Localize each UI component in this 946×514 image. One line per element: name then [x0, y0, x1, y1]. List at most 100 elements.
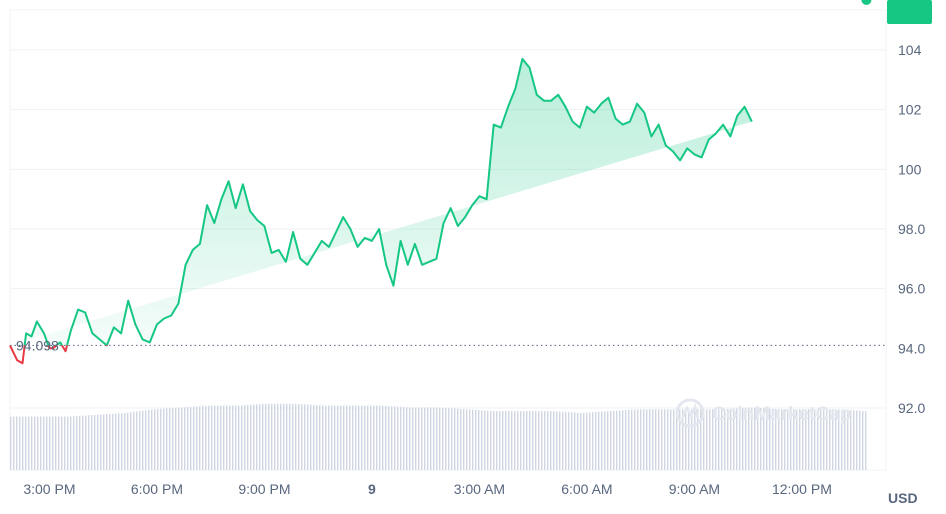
- volume-bar: [97, 414, 99, 470]
- volume-bar: [331, 405, 333, 470]
- volume-bar: [796, 409, 798, 470]
- volume-bar: [472, 409, 474, 470]
- volume-bar: [229, 405, 231, 470]
- volume-bar: [343, 405, 345, 470]
- volume-bar: [439, 407, 441, 470]
- volume-bar: [22, 416, 24, 470]
- volume-bar: [454, 408, 456, 470]
- volume-bar: [274, 403, 276, 470]
- volume-bar: [154, 409, 156, 470]
- volume-bar: [646, 409, 648, 470]
- volume-bar: [199, 406, 201, 470]
- volume-bar: [55, 416, 57, 470]
- volume-bar: [145, 410, 147, 470]
- volume-bar: [715, 409, 717, 470]
- volume-bar: [406, 407, 408, 470]
- volume-bar: [649, 409, 651, 470]
- volume-bar: [457, 408, 459, 470]
- volume-bar: [745, 407, 747, 470]
- volume-bar: [727, 408, 729, 470]
- volume-bar: [631, 409, 633, 470]
- volume-bar: [502, 411, 504, 470]
- volume-bar: [91, 415, 93, 470]
- volume-bar: [574, 412, 576, 470]
- volume-bar: [709, 409, 711, 470]
- x-tick-label: 9:00 PM: [238, 481, 290, 497]
- volume-bar: [736, 408, 738, 470]
- volume-bar: [565, 411, 567, 470]
- volume-bar: [52, 416, 54, 470]
- volume-bar: [79, 415, 81, 470]
- last-price-badge-bg: [887, 0, 932, 24]
- volume-bar: [286, 403, 288, 470]
- last-price-dot: [861, 0, 872, 5]
- x-tick-label: 9: [368, 481, 376, 497]
- volume-bar: [733, 408, 735, 470]
- volume-bar: [604, 411, 606, 470]
- volume-bar: [328, 405, 330, 470]
- volume-bar: [397, 406, 399, 470]
- volume-bar: [538, 411, 540, 470]
- volume-bar: [157, 408, 159, 470]
- volume-bar: [124, 412, 126, 470]
- volume-bar: [100, 414, 102, 470]
- volume-bar: [625, 410, 627, 470]
- volume-bar: [670, 409, 672, 470]
- x-tick-label: 12:00 PM: [772, 481, 832, 497]
- x-tick-label: 6:00 AM: [561, 481, 612, 497]
- volume-bar: [664, 409, 666, 470]
- volume-bar: [511, 411, 513, 470]
- volume-bar: [697, 409, 699, 470]
- volume-bar: [352, 405, 354, 470]
- volume-bar: [763, 408, 765, 470]
- volume-bar: [661, 409, 663, 470]
- grid-lines: [10, 49, 886, 409]
- volume-bar: [448, 408, 450, 470]
- volume-bar: [64, 416, 66, 470]
- volume-bar: [265, 403, 267, 470]
- volume-bar: [70, 416, 72, 470]
- volume-bar: [787, 409, 789, 470]
- volume-bar: [214, 405, 216, 470]
- volume-bar: [226, 405, 228, 470]
- volume-bar: [550, 411, 552, 470]
- price-area-fill: [10, 58, 752, 346]
- volume-bar: [535, 411, 537, 470]
- coinmarketcap-logo-mark: [680, 403, 700, 420]
- volume-bar: [76, 416, 78, 470]
- plot-frame: [9, 9, 887, 471]
- x-tick-label: 6:00 PM: [131, 481, 183, 497]
- volume-bar: [193, 406, 195, 470]
- volume-bar: [760, 408, 762, 470]
- volume-bar: [220, 405, 222, 470]
- volume-bar: [724, 409, 726, 470]
- volume-bar: [583, 412, 585, 470]
- volume-bar: [529, 411, 531, 470]
- volume-bar: [847, 409, 849, 470]
- volume-bar: [652, 409, 654, 470]
- volume-bar: [832, 409, 834, 470]
- volume-bar: [253, 404, 255, 470]
- volume-bar: [862, 410, 864, 470]
- volume-bar: [13, 416, 15, 470]
- volume-bar: [175, 407, 177, 470]
- volume-bar: [208, 405, 210, 470]
- volume-bar: [262, 404, 264, 470]
- volume-bar: [394, 406, 396, 470]
- volume-bar: [556, 411, 558, 470]
- volume-bar: [421, 407, 423, 470]
- volume-bar: [190, 406, 192, 470]
- volume-bar: [478, 410, 480, 470]
- volume-bar: [259, 404, 261, 470]
- volume-bar: [637, 409, 639, 470]
- volume-bar: [571, 412, 573, 470]
- volume-bar: [295, 403, 297, 470]
- volume-bar: [580, 412, 582, 470]
- volume-bar: [475, 409, 477, 470]
- volume-bar: [142, 410, 144, 470]
- volume-bar: [784, 409, 786, 470]
- volume-bar: [613, 410, 615, 470]
- volume-bar: [412, 407, 414, 470]
- x-tick-label: 3:00 AM: [454, 481, 505, 497]
